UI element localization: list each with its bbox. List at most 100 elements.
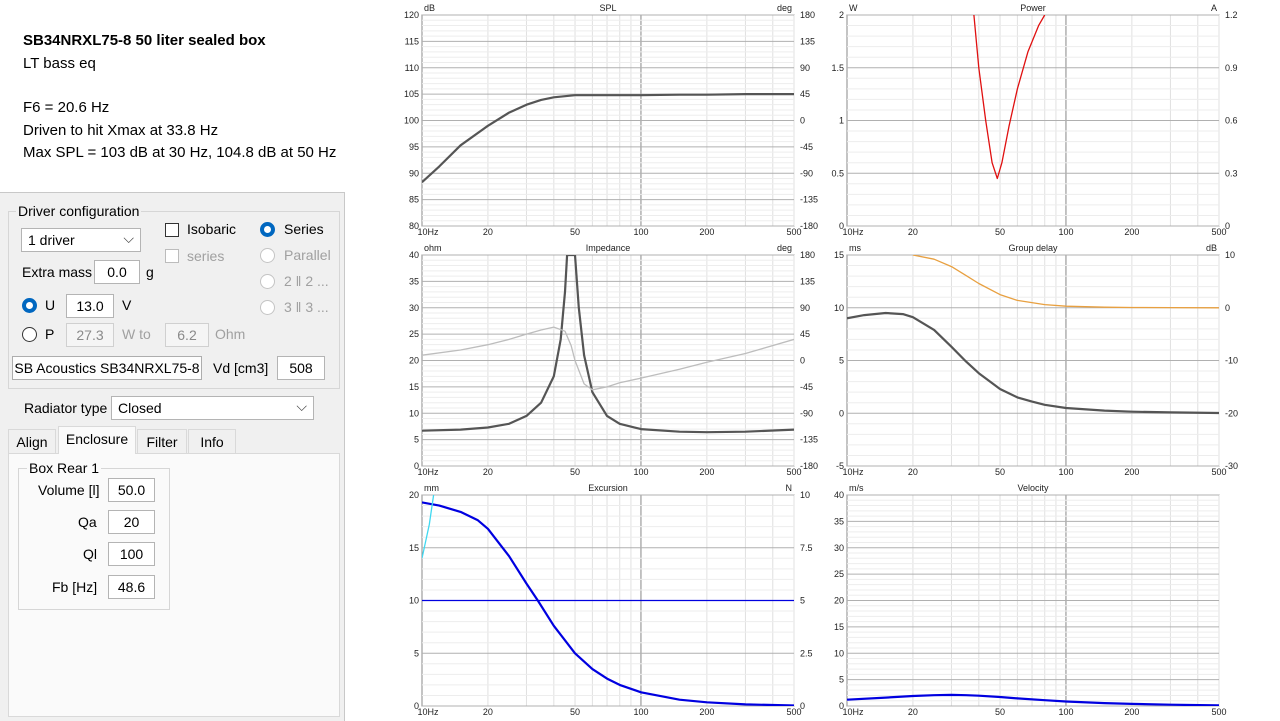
voltage-label: U [45, 297, 56, 313]
x-tick-label: 50 [995, 467, 1005, 477]
velocity-chart: 40 35 30 25 20 15 10 5 0 10Hz 20 50 100 200 500 Velocit… [820, 480, 1250, 720]
x-tick-label: 20 [908, 227, 918, 237]
tab-enclosure[interactable]: Enclosure [58, 426, 136, 454]
two-two-radio[interactable] [260, 274, 275, 289]
series-radio[interactable] [260, 222, 275, 237]
volume-label: Volume [l] [38, 482, 100, 498]
y-tick-label: 0 [839, 221, 844, 231]
y2-tick-label: 45 [800, 329, 810, 339]
y-tick-label: 35 [409, 276, 419, 286]
chart-title: Excursion [588, 483, 628, 493]
y-tick-label: 120 [404, 10, 419, 20]
y2-tick-label: -45 [800, 382, 813, 392]
x-tick-label: 200 [699, 707, 714, 717]
y-tick-label: 0 [839, 408, 844, 418]
driver-config-label: Driver configuration [16, 203, 142, 219]
y-tick-label: 85 [409, 195, 419, 205]
y-tick-label: 10 [409, 408, 419, 418]
y-tick-label: 25 [834, 569, 844, 579]
series-check-label: series [187, 248, 225, 264]
fb-input[interactable]: 48.6 [108, 575, 155, 599]
y-tick-label: 1.5 [831, 63, 844, 73]
y2-tick-label: 0 [1225, 303, 1230, 313]
y2-tick-label: -90 [800, 168, 813, 178]
series-line [847, 693, 1219, 706]
y2-tick-label: 135 [800, 36, 815, 46]
y2-tick-label: 180 [800, 10, 815, 20]
y-tick-label: 115 [405, 36, 419, 46]
x-tick-label: 50 [570, 227, 580, 237]
y-tick-label: 20 [834, 596, 844, 606]
chevron-down-icon: ⌵ [123, 230, 134, 246]
y-tick-label: 80 [409, 221, 419, 231]
ql-input[interactable]: 100 [108, 542, 155, 566]
x-tick-label: 10Hz [417, 467, 439, 477]
parallel-radio[interactable] [260, 248, 275, 263]
y2-tick-label: 0 [800, 701, 805, 711]
x-tick-label: 100 [633, 227, 648, 237]
y2-tick-label: -10 [1225, 356, 1238, 366]
vd-input[interactable]: 508 [277, 356, 325, 380]
x-tick-label: 20 [483, 707, 493, 717]
y2-tick-label: -45 [800, 142, 813, 152]
y-tick-label: 10 [834, 648, 844, 658]
chart-title: Group delay [1008, 243, 1058, 253]
x-tick-label: 50 [570, 707, 580, 717]
qa-input[interactable]: 20 [108, 510, 155, 534]
series-radio-label: Series [284, 221, 324, 237]
y-tick-label: 5 [839, 356, 844, 366]
driver-select-button[interactable]: SB Acoustics SB34NRXL75-8 [12, 356, 202, 380]
driver-config-group [8, 211, 340, 389]
settings-panel: Driver configuration 1 driver ⌵ Isobaric… [0, 192, 345, 721]
x-tick-label: 100 [633, 467, 648, 477]
power-radio[interactable] [22, 327, 37, 342]
chevron-down-icon: ⌵ [296, 398, 307, 414]
tab-info[interactable]: Info [188, 429, 236, 453]
y2-tick-label: 0 [800, 356, 805, 366]
y-tick-label: 90 [409, 168, 419, 178]
x-tick-label: 200 [699, 467, 714, 477]
x-tick-label: 200 [1124, 467, 1139, 477]
driver-count-select[interactable]: 1 driver ⌵ [21, 228, 141, 252]
three-three-radio[interactable] [260, 300, 275, 315]
extra-mass-input[interactable]: 0.0 [94, 260, 140, 284]
excursion-chart: 20 15 10 5 0 10 7.5 5 2.5 0 10Hz 20 50 100 200 500 Excur… [395, 480, 825, 720]
y-tick-label: 110 [405, 63, 419, 73]
ohm-input[interactable]: 6.2 [165, 323, 209, 347]
y-tick-label: 95 [409, 142, 419, 152]
ql-label: Ql [83, 546, 97, 562]
x-tick-label: 100 [1058, 707, 1073, 717]
y-tick-label: 25 [409, 329, 419, 339]
voltage-unit: V [122, 297, 132, 313]
y-unit-left: mm [424, 483, 439, 493]
tab-align[interactable]: Align [8, 429, 56, 453]
y2-tick-label: 90 [800, 303, 810, 313]
y-unit-left: m/s [849, 483, 864, 493]
power-input[interactable]: 27.3 [66, 323, 114, 347]
chart-title: Impedance [586, 243, 631, 253]
notes-block: SB34NRXL75-8 50 liter sealed box LT bass… [23, 30, 336, 165]
x-tick-label: 10Hz [842, 467, 864, 477]
plot-area: 120 115 110 105 100 95 90 85 80 180 135 90 45 0 -45 -90… [404, 3, 818, 237]
y-tick-label: 15 [834, 250, 844, 260]
series-line [912, 255, 1219, 309]
isobaric-checkbox[interactable] [165, 223, 179, 237]
volume-input[interactable]: 50.0 [108, 478, 155, 502]
voltage-radio[interactable] [22, 298, 37, 313]
x-tick-label: 10Hz [417, 227, 439, 237]
voltage-input[interactable]: 13.0 [66, 294, 114, 318]
tab-filter[interactable]: Filter [137, 429, 187, 453]
x-tick-label: 500 [1211, 227, 1226, 237]
y2-tick-label: 180 [800, 250, 815, 260]
x-tick-label: 50 [995, 707, 1005, 717]
y-tick-label: 5 [414, 648, 419, 658]
series-checkbox[interactable] [165, 249, 179, 263]
chart-title: Velocity [1017, 483, 1049, 493]
y-tick-label: 15 [409, 382, 419, 392]
vd-label: Vd [cm3] [213, 360, 269, 376]
y-unit-left: dB [424, 3, 435, 13]
y2-tick-label: 0.9 [1225, 63, 1238, 73]
y-tick-label: 15 [834, 622, 844, 632]
radiator-type-select[interactable]: Closed ⌵ [111, 396, 314, 420]
